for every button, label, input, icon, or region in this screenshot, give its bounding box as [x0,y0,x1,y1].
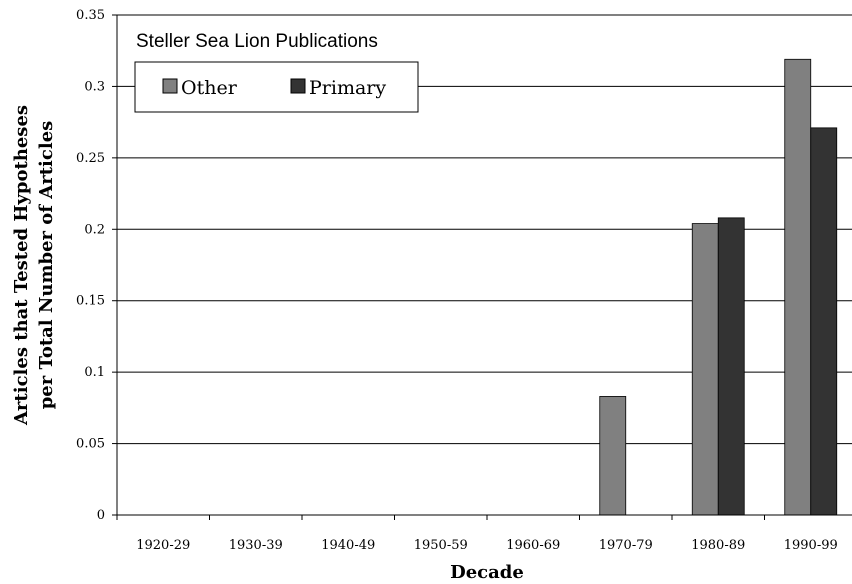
x-tick-label: 1940-49 [321,538,375,553]
y-tick-label: 0.1 [84,365,105,380]
legend-box [134,61,419,113]
y-tick-label: 0.35 [76,8,105,23]
y-axis-title-line-2: per Total Number of Articles [36,121,57,410]
legend-swatch-other [162,78,178,94]
x-tick-labels: 1920-29 1930-39 1940-49 1950-59 1960-69 1970-… [116,515,838,553]
y-tick-label: 0 [97,508,105,523]
x-tick-label: 1990-99 [784,538,838,553]
chart-title: Steller Sea Lion Publications [136,31,378,52]
legend: Other Primary [134,61,419,113]
y-axis-title-line-1: Articles that Tested Hypotheses [11,105,32,426]
bar-other-1990-99 [784,58,812,516]
x-tick-label: 1960-69 [506,538,560,553]
bar-primary-1980-89 [717,217,745,516]
x-tick-label: 1970-79 [599,538,653,553]
y-tick-label: 0.15 [76,294,105,309]
y-tick-label: 0.25 [76,151,105,166]
x-tick-label: 1930-39 [229,538,283,553]
legend-swatch-primary [290,78,306,94]
bar-other-1970-79 [599,396,627,516]
x-axis-title: Decade [450,562,524,583]
y-tick-labels: 0 0.05 0.1 0.15 0.2 0.25 0.3 0.35 [76,8,117,523]
bar-other-1980-89 [691,223,719,516]
x-tick-label: 1920-29 [136,538,190,553]
legend-label-other: Other [181,77,238,99]
bars [599,58,838,516]
y-tick-label: 0.3 [84,79,105,94]
bar-primary-1990-99 [810,127,838,516]
legend-label-primary: Primary [309,77,386,99]
x-tick-label: 1980-89 [691,538,745,553]
y-tick-label: 0.2 [84,222,105,237]
x-tick-label: 1950-59 [414,538,468,553]
y-tick-label: 0.05 [76,437,105,452]
